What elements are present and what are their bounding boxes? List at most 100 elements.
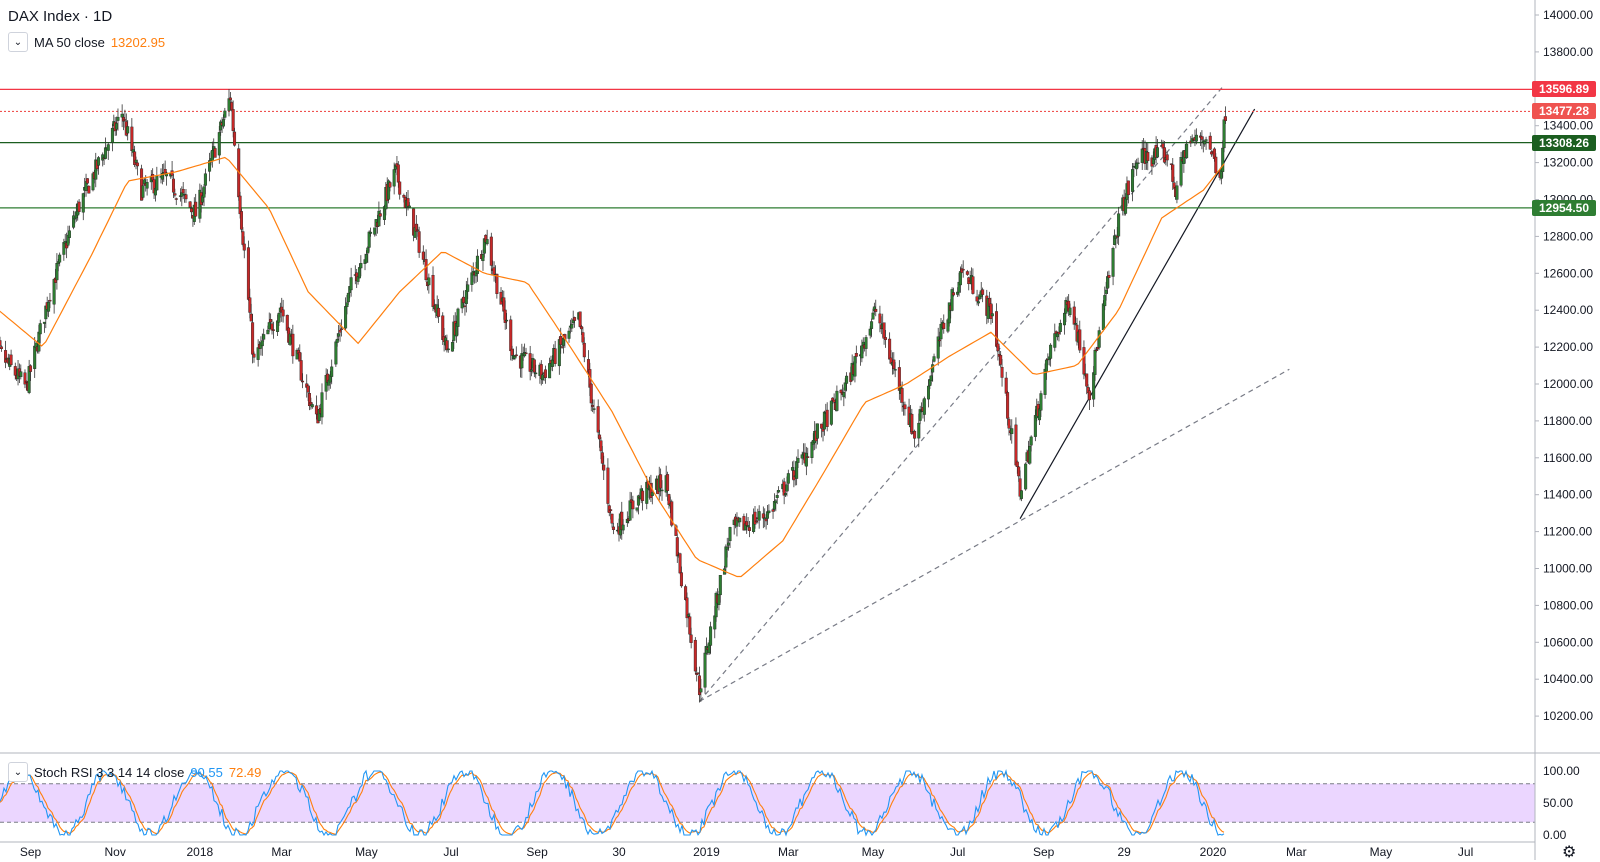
candle-body bbox=[217, 132, 221, 156]
price-tag-support-1[interactable]: 13308.26 bbox=[1532, 134, 1596, 151]
candle-body bbox=[1057, 331, 1061, 335]
candle-body bbox=[416, 229, 420, 231]
price-tag-resistance[interactable]: 13596.89 bbox=[1532, 81, 1596, 98]
candle-body bbox=[489, 236, 493, 266]
candle-body bbox=[854, 353, 858, 357]
trendline bbox=[699, 84, 1225, 702]
candle-body bbox=[260, 340, 264, 347]
candle-body bbox=[509, 319, 513, 352]
candle-body bbox=[221, 119, 225, 127]
candle-body bbox=[767, 510, 771, 513]
x-tick-label: Sep bbox=[526, 845, 548, 859]
candle-body bbox=[427, 277, 431, 286]
candle-body bbox=[693, 639, 697, 672]
y-tick-label: 12800.00 bbox=[1543, 229, 1593, 243]
trendline bbox=[699, 368, 1290, 702]
candle-body bbox=[825, 409, 829, 427]
candle-body bbox=[1208, 135, 1212, 150]
x-tick-label: Sep bbox=[20, 845, 42, 859]
candle-body bbox=[675, 537, 679, 557]
candle-body bbox=[871, 312, 875, 320]
candle-body bbox=[746, 525, 750, 528]
candle-body bbox=[1093, 349, 1097, 375]
candle-body bbox=[678, 553, 682, 574]
candle-body bbox=[589, 383, 593, 404]
candle-body bbox=[910, 413, 914, 434]
candle-body bbox=[120, 113, 124, 118]
candle-body bbox=[1106, 276, 1110, 289]
x-tick-label: 2018 bbox=[187, 845, 214, 859]
candle-body bbox=[101, 154, 105, 161]
ma-collapse-button[interactable]: ⌄ bbox=[8, 32, 28, 52]
y-tick-label: 11600.00 bbox=[1543, 451, 1592, 465]
candle-body bbox=[659, 474, 663, 489]
candle-body bbox=[932, 356, 936, 362]
candle-body bbox=[1140, 148, 1144, 163]
candle-body bbox=[670, 501, 674, 526]
candle-body bbox=[528, 353, 532, 372]
y-tick-label: 13200.00 bbox=[1543, 156, 1593, 170]
candle-body bbox=[103, 147, 107, 159]
price-tag-support-2[interactable]: 12954.50 bbox=[1532, 199, 1596, 216]
candle-body bbox=[804, 452, 808, 467]
candle-body bbox=[188, 201, 192, 208]
candle-body bbox=[1103, 295, 1107, 307]
candle-body bbox=[1029, 436, 1033, 446]
candle-body bbox=[567, 330, 571, 339]
candle-body bbox=[1165, 154, 1169, 161]
candle-body bbox=[696, 672, 700, 674]
candle-body bbox=[699, 688, 703, 693]
stoch-collapse-button[interactable]: ⌄ bbox=[8, 762, 28, 782]
candle-body bbox=[1094, 349, 1098, 352]
candle-body bbox=[181, 189, 185, 194]
x-tick-label: Mar bbox=[778, 845, 799, 859]
candle-body bbox=[407, 205, 411, 208]
candle-body bbox=[202, 186, 206, 198]
candle-body bbox=[598, 434, 602, 440]
candle-body bbox=[931, 364, 935, 373]
candle-body bbox=[223, 110, 227, 118]
candle-body bbox=[679, 572, 683, 587]
candle-body bbox=[667, 494, 671, 505]
candle-body bbox=[19, 371, 23, 378]
candle-body bbox=[242, 243, 246, 251]
candle-body bbox=[913, 430, 917, 439]
candle-body bbox=[543, 369, 547, 378]
candle-body bbox=[1214, 156, 1218, 174]
candle-body bbox=[950, 289, 954, 311]
candle-body bbox=[38, 323, 42, 335]
candle-body bbox=[141, 185, 145, 198]
candle-body bbox=[580, 326, 584, 330]
candle-body bbox=[130, 126, 134, 152]
candle-body bbox=[636, 495, 640, 506]
candle-body bbox=[33, 345, 37, 369]
candle-body bbox=[728, 527, 732, 542]
candle-body bbox=[126, 126, 130, 134]
candle-body bbox=[475, 255, 479, 274]
price-tag-last[interactable]: 13477.28 bbox=[1532, 103, 1596, 120]
candle-body bbox=[674, 525, 678, 536]
candle-body bbox=[502, 297, 506, 312]
candle-body bbox=[446, 348, 450, 351]
candle-body bbox=[888, 338, 892, 360]
candle-body bbox=[252, 353, 256, 358]
x-tick-label: Jul bbox=[443, 845, 458, 859]
candle-body bbox=[784, 493, 788, 496]
x-tick-label: Nov bbox=[105, 845, 126, 859]
candle-body bbox=[266, 329, 270, 335]
candle-body bbox=[1017, 466, 1021, 477]
candle-body bbox=[298, 352, 302, 362]
candle-body bbox=[464, 290, 468, 304]
candle-body bbox=[958, 271, 962, 286]
candle-body bbox=[246, 247, 250, 300]
candle-body bbox=[559, 336, 563, 345]
candle-body bbox=[918, 409, 922, 421]
candle-body bbox=[1068, 307, 1072, 315]
candle-body bbox=[48, 299, 52, 302]
x-tick-label: 30 bbox=[612, 845, 626, 859]
candle-body bbox=[1171, 164, 1175, 182]
y-tick-label: 13400.00 bbox=[1543, 119, 1593, 133]
settings-gear-icon[interactable]: ⚙ bbox=[1562, 844, 1577, 861]
